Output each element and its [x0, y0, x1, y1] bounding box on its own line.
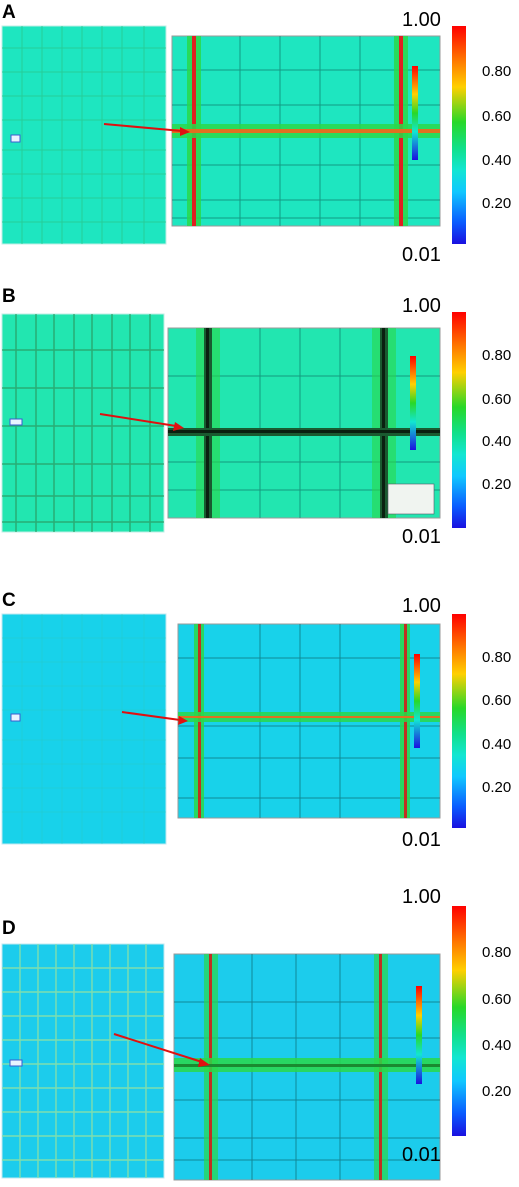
- tick-label: 0.60: [482, 692, 512, 709]
- tick-label: 0.40: [482, 736, 512, 753]
- mini-colorbar: [416, 986, 422, 1084]
- panel-label: C: [2, 590, 16, 611]
- panel-a: A: [0, 0, 519, 290]
- panel-label: B: [2, 286, 16, 307]
- scale-min-label: 0.01: [402, 1144, 441, 1166]
- tick-label: 0.60: [482, 991, 512, 1008]
- overview-model: [1, 613, 167, 845]
- tick-label: 0.80: [482, 347, 512, 364]
- tick-label: 0.20: [482, 195, 512, 212]
- panel-a-graphic: [1, 25, 441, 245]
- scale-min-label: 0.01: [402, 829, 441, 851]
- tick-label: 0.80: [482, 649, 512, 666]
- tick-label: 0.40: [482, 433, 512, 450]
- zoom-view: [171, 35, 441, 227]
- legend-icon: [9, 1059, 23, 1067]
- panel-d: D 1.00 0.: [0, 886, 519, 1187]
- scale-max-label: 1.00: [402, 295, 441, 317]
- tick-label: 0.20: [482, 1083, 512, 1100]
- colorbar: [452, 312, 466, 528]
- panel-c-graphic: [1, 613, 441, 845]
- panel-c: C 1.00 0.: [0, 590, 519, 890]
- tick-label: 0.60: [482, 108, 512, 125]
- tick-label: 0.40: [482, 152, 512, 169]
- scale-min-label: 0.01: [402, 526, 441, 548]
- colorbar: [452, 906, 466, 1136]
- pointer-arrow: [121, 711, 188, 725]
- panel-b: B: [0, 286, 519, 590]
- tick-label: 0.40: [482, 1037, 512, 1054]
- mini-colorbar: [410, 356, 416, 450]
- overview-model: [1, 313, 165, 533]
- info-box: [387, 483, 435, 515]
- legend-icon: [10, 134, 21, 143]
- tick-label: 0.80: [482, 63, 512, 80]
- panel-d-graphic: [1, 943, 441, 1181]
- panel-label: A: [2, 2, 16, 23]
- mini-colorbar: [412, 66, 418, 160]
- overview-model: [1, 943, 165, 1179]
- overview-model: [1, 25, 167, 245]
- colorbar: [452, 614, 466, 828]
- pointer-arrow: [103, 123, 190, 136]
- pointer-arrow: [99, 413, 184, 431]
- scale-max-label: 1.00: [402, 886, 441, 908]
- legend-icon: [10, 713, 21, 722]
- tick-label: 0.20: [482, 779, 512, 796]
- scale-min-label: 0.01: [402, 244, 441, 266]
- zoom-view: [167, 327, 441, 519]
- tick-label: 0.60: [482, 391, 512, 408]
- mini-colorbar: [414, 654, 420, 748]
- legend-icon: [9, 418, 23, 426]
- zoom-view: [177, 623, 441, 819]
- scale-max-label: 1.00: [402, 595, 441, 617]
- pointer-arrow: [113, 1033, 210, 1067]
- tick-label: 0.80: [482, 944, 512, 961]
- panel-b-graphic: [1, 313, 441, 533]
- zoom-view: [173, 953, 441, 1181]
- colorbar: [452, 26, 466, 244]
- panel-label: D: [2, 918, 16, 939]
- tick-label: 0.20: [482, 476, 512, 493]
- scale-max-label: 1.00: [402, 9, 441, 31]
